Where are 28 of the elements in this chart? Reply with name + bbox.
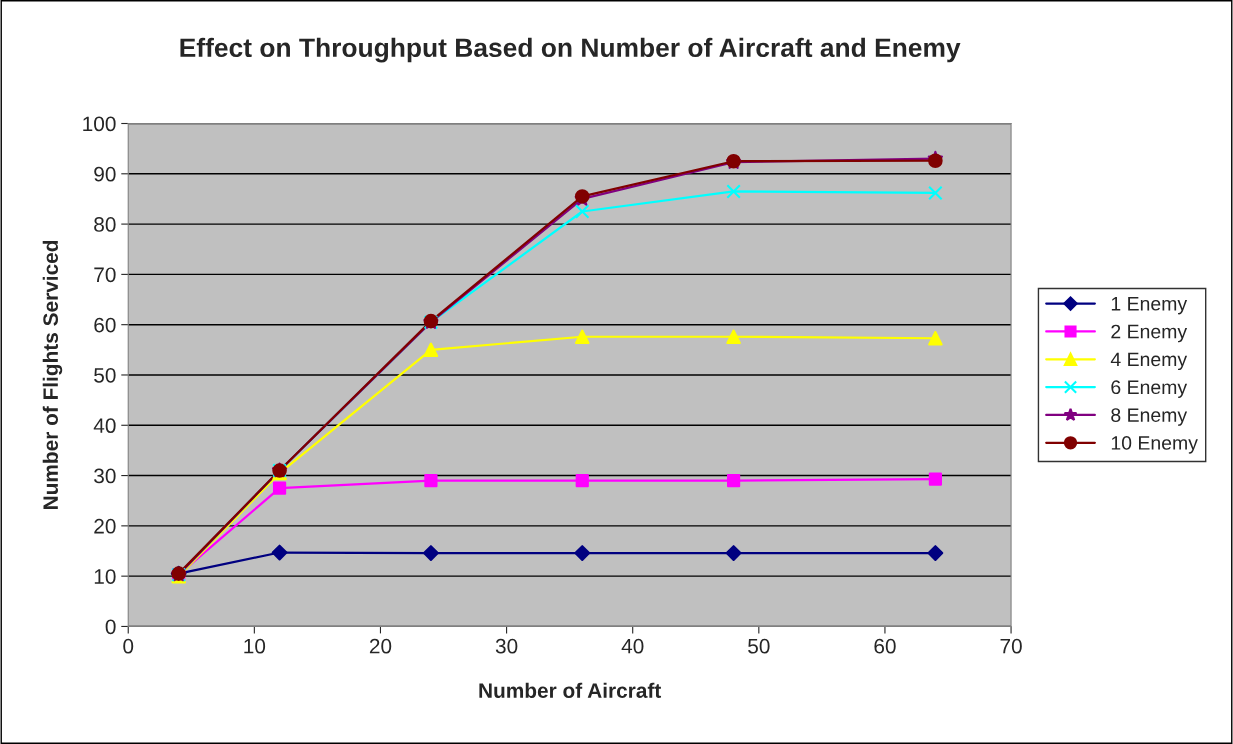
legend-label: 10 Enemy — [1111, 436, 1198, 454]
x-tick-label: 70 — [1000, 638, 1022, 654]
x-tick-label: 0 — [123, 638, 134, 654]
x-tick-label: 50 — [748, 638, 770, 654]
x-tick-label: 30 — [495, 638, 518, 654]
x-tick-label: 10 — [244, 638, 266, 654]
x-tick-label: 20 — [369, 638, 392, 654]
y-tick-label: 100 — [83, 116, 116, 132]
legend-label: 6 Enemy — [1111, 380, 1188, 398]
x-axis-title: Number of Aircraft — [479, 682, 662, 698]
y-tick-label: 80 — [94, 217, 116, 232]
y-tick-label: 40 — [93, 418, 116, 434]
legend-label: 2 Enemy — [1111, 324, 1188, 343]
y-tick-label: 20 — [94, 518, 116, 534]
y-tick-label: 10 — [94, 569, 116, 584]
y-tick-label: 30 — [94, 468, 116, 484]
legend-label: 4 Enemy — [1110, 352, 1188, 371]
y-tick-label: 50 — [94, 367, 116, 383]
y-axis-title: Number of Flights Serviced — [42, 240, 63, 510]
y-tick-label: 70 — [94, 267, 116, 283]
x-tick-label: 60 — [874, 638, 896, 654]
chart-title: Effect on Throughput Based on Number of Aircraft and Enemy — [180, 37, 961, 63]
y-tick-label: 0 — [105, 619, 116, 635]
legend-label: 8 Enemy — [1111, 408, 1188, 426]
legend-label: 1 Enemy — [1111, 297, 1188, 315]
x-tick-label: 40 — [621, 638, 644, 654]
y-tick-label: 90 — [94, 166, 116, 182]
y-tick-label: 60 — [94, 317, 116, 333]
